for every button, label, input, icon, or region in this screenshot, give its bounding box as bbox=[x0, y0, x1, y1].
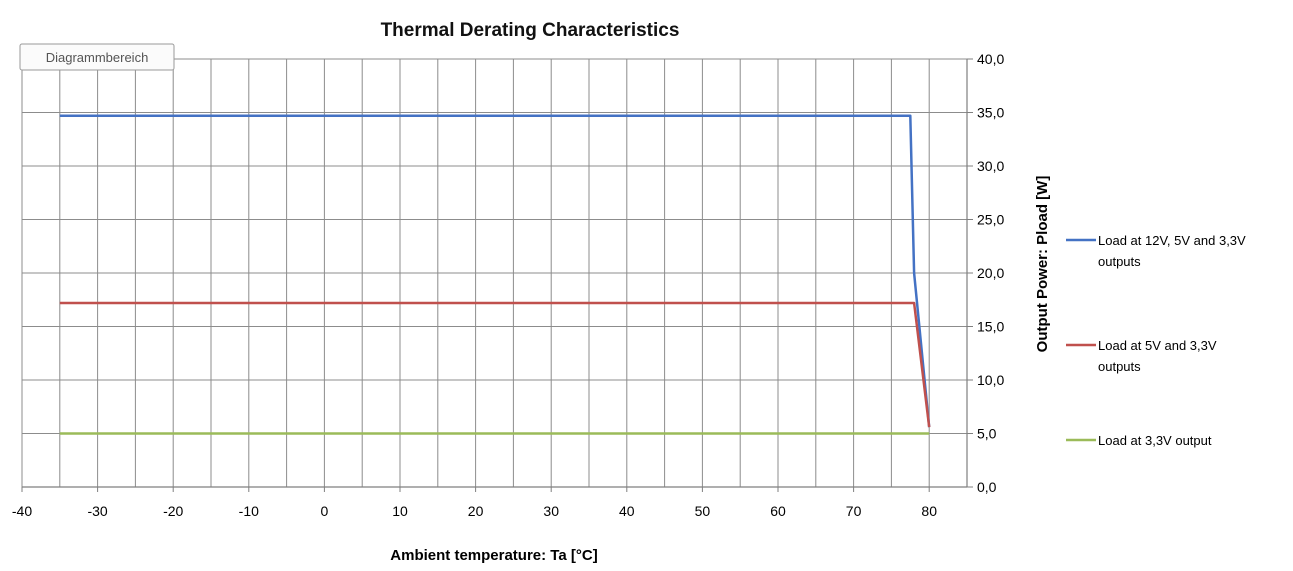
y-tick-label: 30,0 bbox=[977, 158, 1004, 174]
y-tick-labels: 0,0 5,0 10,0 15,0 20,0 25,0 30,0 35,0 40,0 bbox=[977, 51, 1004, 495]
x-tick-labels: -40 -30 -20 -10 0 10 20 30 40 50 60 70 80 bbox=[12, 503, 937, 519]
chart-area-tooltip-box bbox=[19, 43, 175, 71]
chart-area-tooltip-label: Diagrammbereich bbox=[46, 50, 149, 65]
y-tick-label: 20,0 bbox=[977, 265, 1004, 281]
x-tick-label: 40 bbox=[619, 503, 635, 519]
x-tick-label: 60 bbox=[770, 503, 786, 519]
y-tick-label: 0,0 bbox=[977, 479, 997, 495]
series-lines bbox=[59, 114, 931, 435]
y-tick-label: 25,0 bbox=[977, 212, 1004, 228]
x-tick-label: 0 bbox=[321, 503, 329, 519]
x-tick-label: 80 bbox=[921, 503, 937, 519]
x-tick-label: -20 bbox=[163, 503, 183, 519]
x-tick-label: 20 bbox=[468, 503, 484, 519]
legend-item-2[interactable]: Load at 5V and 3,3V outputs bbox=[1066, 338, 1217, 374]
y-axis-label: Output Power: Pload [W] bbox=[1034, 176, 1051, 353]
x-tick-label: 70 bbox=[846, 503, 862, 519]
x-tick-label: 30 bbox=[543, 503, 559, 519]
x-tick-label: 50 bbox=[695, 503, 711, 519]
y-tick-label: 5,0 bbox=[977, 426, 997, 442]
legend-item-1[interactable]: Load at 12V, 5V and 3,3V outputs bbox=[1066, 233, 1246, 269]
gridlines bbox=[21, 58, 973, 492]
y-tick-label: 10,0 bbox=[977, 372, 1004, 388]
chart-area-tooltip: Diagrammbereich bbox=[19, 43, 175, 71]
chart-title: Thermal Derating Characteristics bbox=[381, 20, 680, 41]
x-tick-label: -40 bbox=[12, 503, 32, 519]
x-tick-label: -10 bbox=[239, 503, 259, 519]
x-tick-label: 10 bbox=[392, 503, 408, 519]
legend-label: Load at 12V, 5V and 3,3V bbox=[1098, 233, 1246, 248]
x-axis-label: Ambient temperature: Ta [°C] bbox=[390, 547, 597, 564]
legend-label: Load at 5V and 3,3V bbox=[1098, 338, 1217, 353]
y-tick-label: 15,0 bbox=[977, 319, 1004, 335]
legend-item-3[interactable]: Load at 3,3V output bbox=[1066, 433, 1212, 448]
series-line-1 bbox=[59, 114, 931, 428]
series-line-2 bbox=[59, 301, 931, 428]
legend-label: outputs bbox=[1098, 359, 1141, 374]
y-tick-label: 35,0 bbox=[977, 105, 1004, 121]
x-tick-label: -30 bbox=[87, 503, 107, 519]
legend-label: outputs bbox=[1098, 254, 1141, 269]
y-tick-label: 40,0 bbox=[977, 51, 1004, 67]
legend-label: Load at 3,3V output bbox=[1098, 433, 1212, 448]
